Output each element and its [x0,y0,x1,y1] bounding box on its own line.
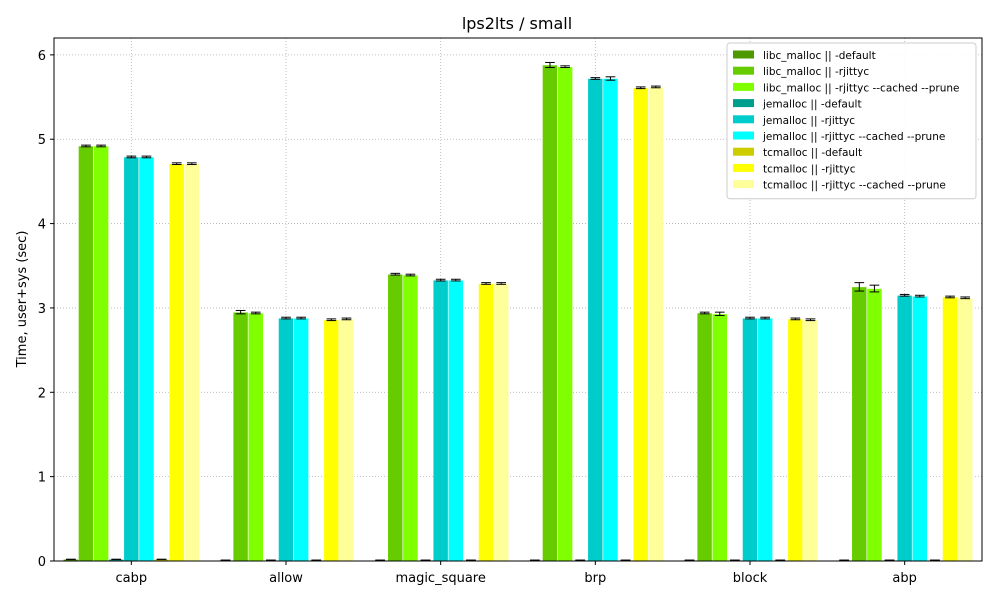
bar [293,317,309,562]
legend-swatch [733,115,754,124]
legend-label: jemalloc || -rjittyc [762,115,855,127]
bar [78,145,94,562]
bar [647,86,664,562]
x-tick-label: abp [892,571,916,586]
bar [447,279,464,562]
y-tick-label: 3 [38,302,46,317]
error-bars-group [66,61,970,561]
plot-frame [53,37,983,562]
legend-label: tcmalloc || -rjittyc --cached --prune [763,180,946,192]
y-tick-label: 6 [38,49,46,64]
legend-box [726,42,977,200]
bar [247,312,264,562]
bar [696,312,713,562]
y-tick-label: 2 [38,386,46,401]
legend-swatch [733,131,754,140]
bar [587,78,604,562]
bar [802,319,819,562]
y-tick-label: 5 [38,133,46,148]
bar [896,294,913,562]
legend-label: jemalloc || -default [762,99,862,111]
bar [787,318,804,562]
bar [757,317,773,562]
bar [338,318,355,562]
y-axis-label: Time, user+sys (sec) [15,231,30,369]
bar [711,313,728,562]
bar [138,156,155,562]
legend-swatch [733,99,754,108]
legend-swatch [733,82,754,91]
bar [542,64,558,562]
bar [402,274,419,562]
x-tick-label: cabp [116,571,148,586]
bar [557,66,573,562]
y-tick-label: 1 [38,471,46,486]
bar [478,283,494,562]
y-tick-label: 0 [38,555,46,570]
bar [851,286,868,562]
bar [432,279,449,562]
legend-label: libc_malloc || -rjittyc --cached --prune [763,82,959,94]
bar [911,295,928,562]
x-tick-label: magic_square [395,571,485,586]
y-tick-label: 4 [38,218,46,233]
bar [232,311,249,562]
legend-swatch [733,66,754,75]
legend-swatch [733,180,754,189]
bar [742,317,758,562]
bar [866,288,883,562]
bar [278,317,294,562]
chart-title: lps2lts / small [462,14,572,33]
legend-swatch [733,163,754,172]
legend-label: libc_malloc || -default [763,50,876,62]
bar [183,163,200,562]
bar [957,297,974,562]
bar [942,296,958,562]
bar [323,319,340,562]
legend-label: libc_malloc || -rjittyc [763,66,869,78]
legend-swatch [733,50,754,59]
x-tick-label: brp [584,571,606,586]
bar [123,156,140,562]
axes-group: 0 1 2 3 4 5 6 cabp allow magic_square brp block abp [38,49,917,586]
legend: libc_malloc || -default libc_malloc || -r… [726,42,977,200]
bar [168,163,185,562]
legend-label: tcmalloc || -rjittyc [763,163,856,175]
bar [602,78,619,562]
bar [632,87,649,562]
bar [93,145,109,562]
x-tick-label: allow [269,571,303,586]
legend-label: jemalloc || -rjittyc --cached --prune [762,131,945,143]
bar [387,273,404,562]
legend-swatch [733,147,754,156]
x-tick-label: block [733,571,768,586]
legend-label: tcmalloc || -default [763,147,862,159]
bar [493,283,510,562]
